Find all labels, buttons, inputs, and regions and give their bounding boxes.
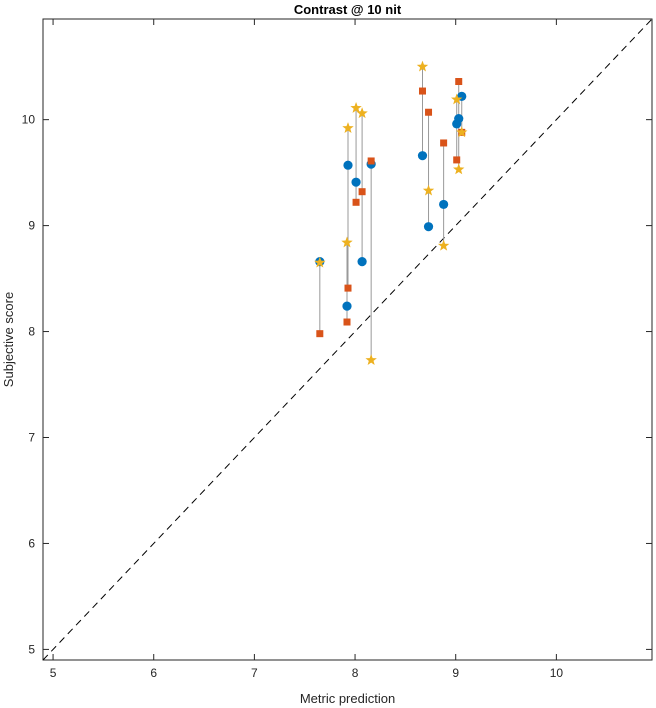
x-axis-label: Metric prediction: [300, 691, 395, 706]
circle-point: [454, 113, 464, 124]
star-point: [451, 93, 463, 105]
x-tick-label: 10: [550, 666, 564, 680]
square-point: [358, 188, 366, 196]
identity-reference-line: [42, 18, 653, 661]
y-tick-label: 8: [28, 325, 35, 339]
circle-point: [357, 257, 367, 267]
star-point: [350, 102, 362, 113]
square-point: [352, 198, 360, 206]
square-point: [425, 108, 433, 116]
square-point: [367, 157, 375, 165]
star-point: [365, 354, 377, 366]
star-point: [342, 122, 354, 133]
y-tick-label: 6: [28, 536, 35, 550]
x-tick-label: 8: [352, 666, 359, 680]
x-tick-label: 6: [150, 666, 157, 680]
star-point: [453, 163, 465, 175]
star-point: [356, 107, 368, 119]
circle-point: [351, 177, 361, 187]
star-point: [456, 126, 468, 138]
circle-point: [343, 160, 353, 170]
circle-point: [439, 199, 449, 210]
y-axis-ticks: 5 6 7 8 9 10: [22, 113, 652, 656]
circle-point: [342, 301, 352, 311]
star-point: [437, 239, 450, 251]
square-point: [344, 284, 352, 292]
circle-point: [417, 151, 428, 161]
square-point: [343, 318, 351, 326]
y-tick-label: 9: [28, 219, 35, 233]
star-point: [422, 184, 435, 196]
square-point: [418, 87, 426, 95]
circle-point: [423, 222, 434, 232]
x-tick-label: 5: [50, 666, 57, 680]
square-point: [440, 139, 448, 147]
data-markers: [314, 60, 468, 366]
x-tick-label: 7: [251, 666, 258, 680]
square-point: [455, 78, 463, 86]
y-axis-label: Subjective score: [1, 292, 16, 387]
star-point: [341, 236, 353, 248]
square-point: [316, 330, 324, 338]
square-point: [453, 156, 461, 164]
x-axis-ticks: 5 6 7 8 9 10: [50, 19, 564, 680]
x-tick-label: 9: [452, 666, 459, 680]
star-point: [314, 256, 326, 268]
star-point: [416, 60, 429, 72]
chart-title: Contrast @ 10 nit: [294, 2, 402, 17]
y-tick-label: 5: [28, 642, 35, 656]
y-tick-label: 7: [28, 431, 35, 445]
y-tick-label: 10: [22, 113, 36, 127]
connector-lines: [319, 66, 463, 361]
